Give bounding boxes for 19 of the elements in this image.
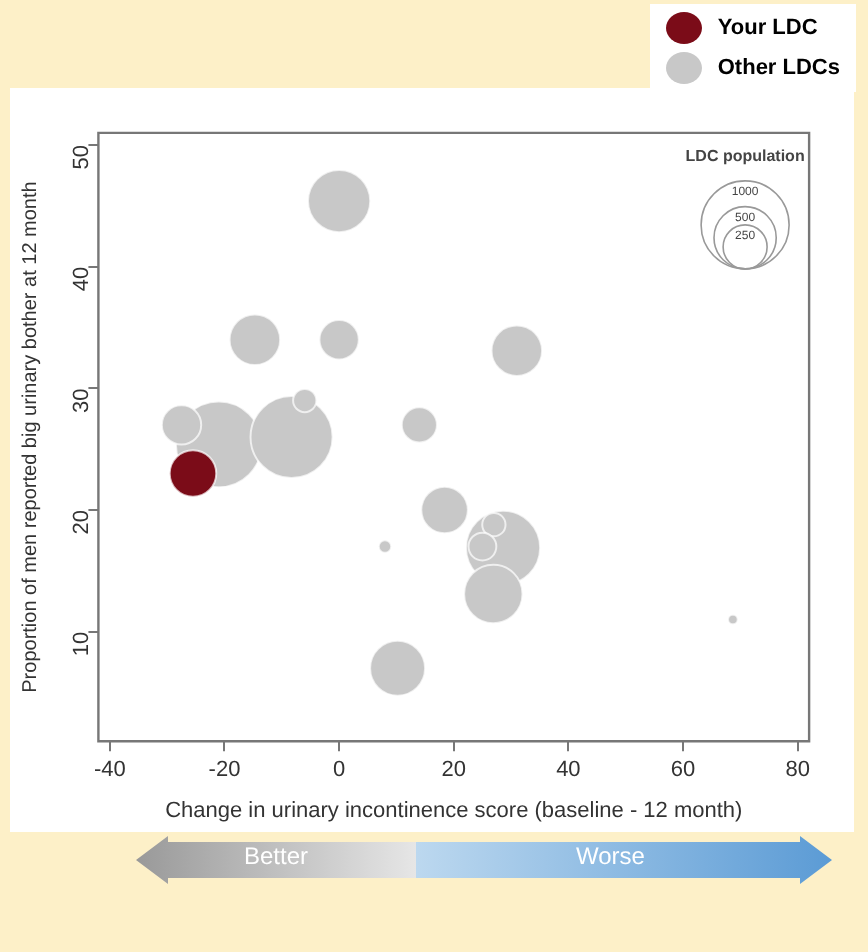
x-tick-label: 80 — [785, 758, 810, 783]
x-tick-label: 60 — [670, 758, 696, 783]
x-axis-title: Change in urinary incontinence score (baseline - 12 month) — [165, 798, 743, 823]
x-tick-label: 40 — [556, 758, 581, 783]
annotation: LDC population — [685, 146, 805, 165]
y-tick-label: 50 — [70, 145, 95, 170]
legend-label: Other LDCs — [717, 56, 840, 80]
x-tick-label: -20 — [208, 758, 241, 783]
text: Better — [244, 842, 309, 870]
x-tick-label: 0 — [333, 758, 346, 783]
y-axis-title: Proportion of men reported big urinary bother at 12 month — [19, 181, 42, 693]
y-tick-label: 10 — [70, 631, 95, 657]
x-tick-label: -40 — [93, 758, 126, 783]
legend-label: Your LDC — [717, 16, 818, 40]
y-tick-label: 40 — [70, 266, 95, 292]
y-tick-label: 20 — [70, 510, 95, 535]
x-tick-label: 20 — [441, 758, 467, 783]
y-tick-label: 30 — [70, 388, 95, 413]
text: Worse — [576, 842, 645, 870]
